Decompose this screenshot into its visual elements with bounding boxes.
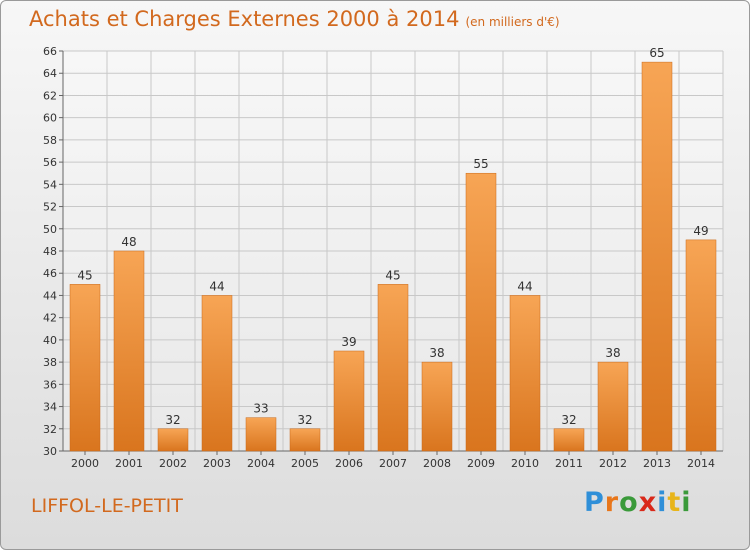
bar <box>245 417 277 452</box>
y-tick-label: 60 <box>43 112 57 125</box>
logo-letter: t <box>667 487 682 518</box>
data-label: 32 <box>165 413 180 427</box>
x-tick-label: 2012 <box>599 457 627 470</box>
x-tick-label: 2001 <box>115 457 143 470</box>
y-tick-label: 34 <box>43 401 57 414</box>
bar <box>113 250 145 452</box>
data-label: 32 <box>561 413 576 427</box>
bar <box>289 428 321 452</box>
y-tick-label: 38 <box>43 356 57 369</box>
y-tick-label: 42 <box>43 312 57 325</box>
bar <box>333 350 365 452</box>
data-label: 45 <box>77 268 92 282</box>
y-tick-label: 46 <box>43 267 57 280</box>
data-label: 48 <box>121 235 136 249</box>
y-tick-label: 40 <box>43 334 57 347</box>
x-tick-label: 2014 <box>687 457 715 470</box>
data-label: 33 <box>253 402 268 416</box>
chart-subtitle: (en milliers d'€) <box>465 15 560 29</box>
bar <box>509 295 541 452</box>
y-tick-label: 30 <box>43 445 57 458</box>
x-tick-label: 2007 <box>379 457 407 470</box>
y-tick-label: 58 <box>43 134 57 147</box>
bar <box>69 284 101 452</box>
y-tick-label: 52 <box>43 201 57 214</box>
bar <box>157 428 189 452</box>
x-tick-label: 2011 <box>555 457 583 470</box>
x-tick-label: 2008 <box>423 457 451 470</box>
y-tick-label: 32 <box>43 423 57 436</box>
bar <box>641 61 673 452</box>
y-tick-label: 56 <box>43 156 57 169</box>
logo-letter: x <box>638 487 658 518</box>
logo-letter: i <box>657 487 668 518</box>
y-tick-label: 62 <box>43 89 57 102</box>
logo-letter: P <box>584 487 605 518</box>
x-tick-label: 2004 <box>247 457 275 470</box>
bar <box>201 295 233 452</box>
data-label: 38 <box>605 346 620 360</box>
data-label: 32 <box>297 413 312 427</box>
chart-title: Achats et Charges Externes 2000 à 2014 (e… <box>29 7 560 31</box>
data-label: 44 <box>517 279 532 293</box>
bars <box>69 61 717 452</box>
x-tick-label: 2013 <box>643 457 671 470</box>
bar <box>465 172 497 452</box>
y-tick-label: 44 <box>43 289 57 302</box>
data-label: 65 <box>649 46 664 60</box>
labels: 30 32 34 36 38 40 42 44 46 48 50 52 54 56 58 60 62 64 66 45… <box>43 45 715 470</box>
data-label: 44 <box>209 279 224 293</box>
logo-letter: i <box>681 487 692 518</box>
data-label: 49 <box>693 224 708 238</box>
bar <box>553 428 585 452</box>
y-tick-label: 66 <box>43 45 57 58</box>
data-label: 39 <box>341 335 356 349</box>
y-tick-label: 50 <box>43 223 57 236</box>
x-tick-label: 2000 <box>71 457 99 470</box>
y-tick-label: 36 <box>43 378 57 391</box>
proxiti-logo: Proxiti <box>584 487 692 518</box>
y-tick-label: 48 <box>43 245 57 258</box>
bar <box>597 361 629 452</box>
bar <box>421 361 453 452</box>
x-tick-label: 2010 <box>511 457 539 470</box>
data-label: 45 <box>385 268 400 282</box>
x-tick-label: 2005 <box>291 457 319 470</box>
bar <box>377 284 409 452</box>
x-tick-label: 2002 <box>159 457 187 470</box>
location-name: LIFFOL-LE-PETIT <box>31 495 183 517</box>
x-tick-label: 2006 <box>335 457 363 470</box>
y-tick-label: 54 <box>43 178 57 191</box>
x-tick-label: 2009 <box>467 457 495 470</box>
y-tick-label: 64 <box>43 67 57 80</box>
logo-letter: o <box>619 487 639 518</box>
data-label: 55 <box>473 157 488 171</box>
bar <box>685 239 717 452</box>
data-label: 38 <box>429 346 444 360</box>
logo-letter: r <box>604 487 620 518</box>
x-tick-label: 2003 <box>203 457 231 470</box>
